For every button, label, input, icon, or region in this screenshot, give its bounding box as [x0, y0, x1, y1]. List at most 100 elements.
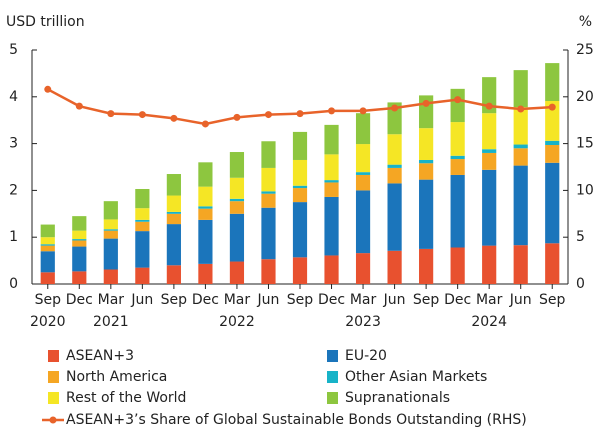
bar-segment [450, 122, 465, 156]
x-tick-label: Jun [130, 292, 153, 308]
line-marker [296, 110, 304, 118]
bar-segment [450, 155, 465, 160]
bar-segment [261, 207, 276, 260]
bar-segment [166, 265, 181, 284]
bar-segment [324, 196, 339, 256]
bar-segment [103, 238, 118, 270]
x-tick-label: Jun [509, 292, 532, 308]
bar-segment [229, 213, 245, 262]
bar-segment [545, 140, 560, 146]
y2-axis-label: % [579, 14, 592, 30]
bar-segment [387, 102, 402, 135]
bar-segment [450, 247, 465, 284]
line-marker [201, 120, 209, 128]
x-tick-label: Sep [413, 292, 440, 308]
y2-tick-label: 10 [576, 182, 594, 198]
bar-segment [229, 261, 245, 284]
y-tick-label: 1 [9, 229, 18, 245]
bar-segment [387, 134, 402, 165]
bar-segment [513, 107, 528, 145]
bar-segment [324, 182, 339, 197]
bar-segment [292, 185, 308, 189]
bar-segment [166, 211, 181, 214]
legend-marker [49, 416, 57, 424]
line-marker [485, 102, 493, 110]
line-marker [107, 110, 115, 118]
y-tick-label: 0 [9, 276, 18, 292]
bar-segment [166, 224, 181, 266]
legend-swatch [327, 350, 338, 362]
bar-segment [450, 159, 465, 175]
bar-segment [135, 188, 150, 209]
bar-segment [324, 124, 339, 155]
x-tick-label: Dec [318, 292, 345, 308]
x-tick-label: Sep [287, 292, 314, 308]
y-axis-label: USD trillion [6, 14, 85, 30]
x-year-label: 2022 [219, 314, 255, 330]
bar-segment [292, 131, 308, 160]
bar-segment [40, 244, 55, 246]
bar-segment [72, 216, 87, 231]
bar-segment [135, 231, 150, 268]
line-marker [170, 114, 178, 122]
bar-segment [135, 221, 150, 232]
bar-segment [450, 88, 465, 123]
bar-segment [103, 219, 118, 230]
bar-segment [355, 172, 371, 175]
y2-tick-label: 25 [576, 42, 594, 58]
bar-segment [40, 237, 55, 245]
bar-segment [513, 70, 528, 108]
line-marker [44, 85, 52, 93]
y-tick-label: 4 [9, 89, 18, 105]
legend-label: ASEAN+3 [66, 348, 134, 364]
bar-segment [72, 230, 87, 240]
bar-segment [419, 159, 434, 164]
bar-segment [513, 245, 528, 284]
bar-segment [482, 245, 497, 284]
bar-segment [513, 148, 528, 166]
line-marker [422, 99, 430, 107]
bar-segment [387, 167, 402, 184]
bar-segment [324, 180, 339, 183]
bar-segment [72, 239, 87, 241]
x-tick-label: Jun [383, 292, 406, 308]
bar-segment [545, 145, 560, 163]
x-tick-label: Mar [98, 292, 125, 308]
legend-swatch [48, 392, 59, 404]
y-tick-label: 5 [9, 42, 18, 58]
y-tick-label: 3 [9, 136, 18, 152]
bar-segment [450, 174, 465, 248]
bar-segment [198, 206, 213, 209]
bar-segment [166, 174, 181, 196]
bar-segment [166, 195, 181, 212]
bar-segment [292, 159, 308, 186]
legend-label: Supranationals [345, 390, 450, 406]
bar-segment [419, 163, 434, 180]
bar-segment [198, 186, 213, 207]
y2-tick-label: 20 [576, 89, 594, 105]
bar-segment [229, 198, 245, 202]
line-marker [328, 107, 336, 115]
legend-label: North America [66, 369, 167, 385]
bar-segment [198, 219, 213, 264]
x-year-label: 2024 [471, 314, 507, 330]
line-marker [517, 105, 525, 113]
y2-tick-label: 5 [576, 229, 585, 245]
x-tick-label: Mar [350, 292, 377, 308]
bar-segment [355, 144, 371, 173]
x-tick-label: Sep [539, 292, 566, 308]
bar-segment [545, 101, 560, 141]
bar-segment [103, 269, 118, 284]
bar-segment [40, 251, 55, 273]
bar-segment [72, 271, 87, 284]
bar-segment [261, 141, 276, 168]
x-year-label: 2020 [30, 314, 66, 330]
bar-segment [482, 169, 497, 246]
bar-segment [387, 164, 402, 168]
bar-segment [482, 113, 497, 150]
x-tick-label: Mar [476, 292, 503, 308]
line [47, 88, 553, 126]
x-tick-label: Sep [35, 292, 62, 308]
legend-swatch [48, 350, 59, 362]
bar-segment [387, 183, 402, 251]
